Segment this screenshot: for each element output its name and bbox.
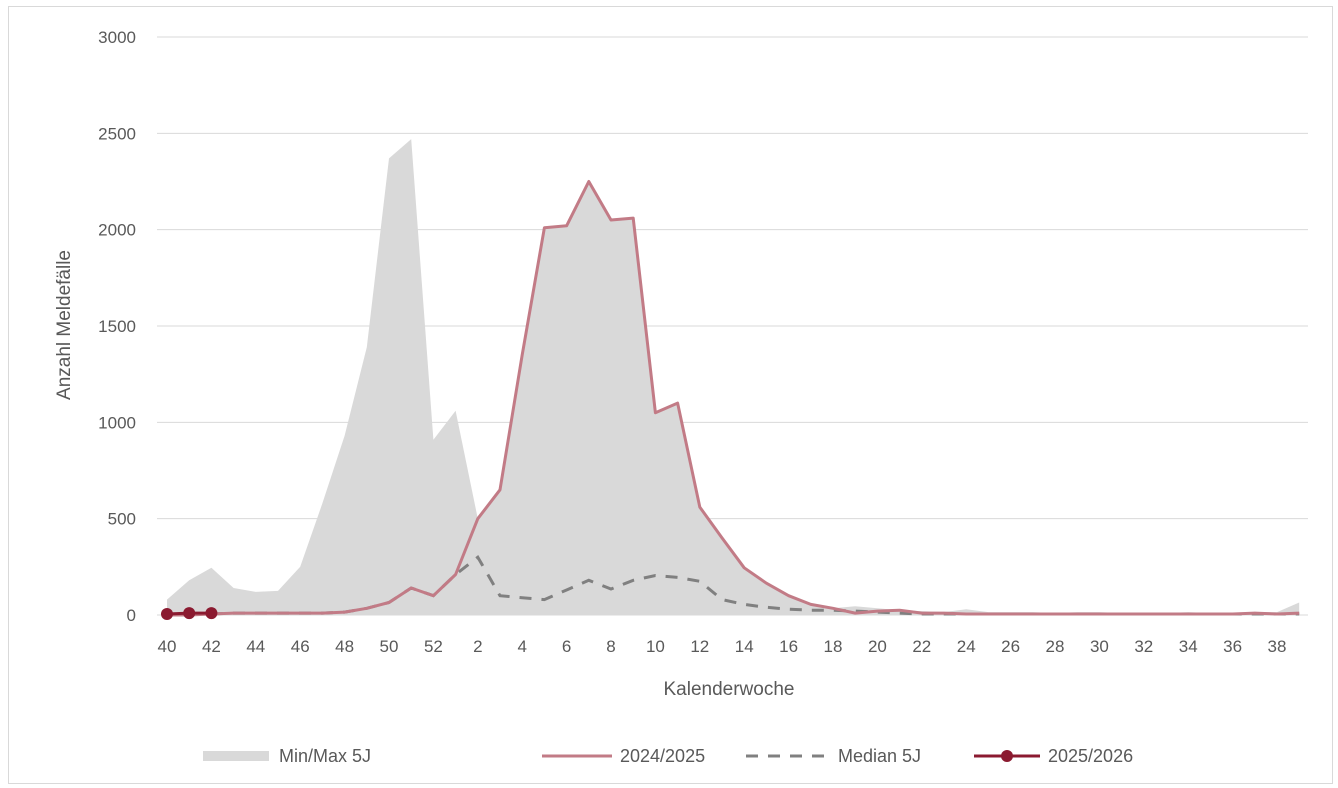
y-tick-label: 1500 xyxy=(98,317,136,336)
series-2025-2026-point xyxy=(183,607,196,620)
x-tick-label: 22 xyxy=(912,637,931,656)
legend-label-median: Median 5J xyxy=(838,746,921,766)
x-tick-label: 10 xyxy=(646,637,665,656)
chart-frame xyxy=(8,6,1333,784)
y-tick-label: 1000 xyxy=(98,413,136,432)
x-tick-label: 30 xyxy=(1090,637,1109,656)
y-tick-label: 500 xyxy=(108,510,136,529)
x-tick-label: 48 xyxy=(335,637,354,656)
x-tick-label: 38 xyxy=(1268,637,1287,656)
x-tick-label: 16 xyxy=(779,637,798,656)
y-tick-label: 2500 xyxy=(98,124,136,143)
plot-area xyxy=(161,139,1300,621)
y-tick-label: 2000 xyxy=(98,221,136,240)
x-tick-label: 46 xyxy=(291,637,310,656)
x-tick-label: 18 xyxy=(824,637,843,656)
x-tick-label: 8 xyxy=(606,637,615,656)
x-tick-label: 6 xyxy=(562,637,571,656)
legend-label-2025-2026: 2025/2026 xyxy=(1048,746,1133,766)
min-max-band xyxy=(167,139,1300,615)
x-tick-label: 12 xyxy=(690,637,709,656)
y-tick-labels: 0 500 1000 1500 2000 2500 3000 xyxy=(98,28,136,625)
x-tick-label: 34 xyxy=(1179,637,1198,656)
series-2025-2026-point xyxy=(205,607,218,620)
x-tick-labels: 40 42 44 46 48 50 52 2 4 6 8 10 12 14 16 18 20 22 24 26 28 30… xyxy=(158,637,1287,656)
legend-marker-2025-2026 xyxy=(1001,750,1013,762)
y-tick-label: 0 xyxy=(127,606,136,625)
x-axis-title: Kalenderwoche xyxy=(664,679,795,700)
x-tick-label: 26 xyxy=(1001,637,1020,656)
series-2025-2026-point xyxy=(161,608,173,621)
x-tick-label: 44 xyxy=(246,637,265,656)
legend: Min/Max 5J 2024/2025 Median 5J 2025/2026 xyxy=(203,746,1133,766)
x-tick-label: 14 xyxy=(735,637,754,656)
legend-label-2024-2025: 2024/2025 xyxy=(620,746,705,766)
y-axis-title: Anzahl Meldefälle xyxy=(54,250,75,400)
x-tick-label: 28 xyxy=(1046,637,1065,656)
y-tick-label: 3000 xyxy=(98,28,136,47)
legend-swatch-min-max xyxy=(203,751,269,761)
x-tick-label: 4 xyxy=(517,637,526,656)
x-tick-label: 32 xyxy=(1134,637,1153,656)
x-tick-label: 40 xyxy=(158,637,177,656)
x-tick-label: 20 xyxy=(868,637,887,656)
x-tick-label: 42 xyxy=(202,637,221,656)
x-tick-label: 36 xyxy=(1223,637,1242,656)
x-tick-label: 50 xyxy=(380,637,399,656)
median-5j-line xyxy=(167,554,1300,616)
legend-label-min-max: Min/Max 5J xyxy=(279,746,371,766)
x-tick-label: 2 xyxy=(473,637,482,656)
x-tick-label: 52 xyxy=(424,637,443,656)
x-tick-label: 24 xyxy=(957,637,976,656)
series-2024-2025-line xyxy=(167,180,1300,617)
